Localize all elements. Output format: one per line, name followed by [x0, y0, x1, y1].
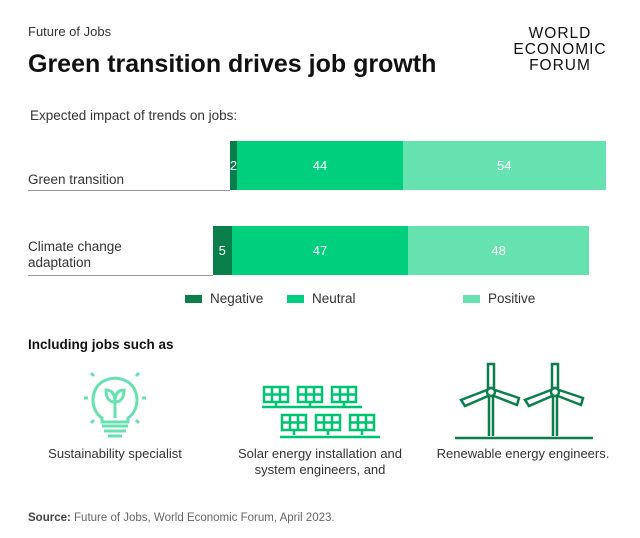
- baseline: [28, 190, 230, 191]
- category-label: Climate change adaptation: [28, 239, 122, 270]
- bar-segment-positive: 48: [408, 226, 589, 275]
- lightbulb-plant-icon: [84, 371, 146, 438]
- jobs-heading: Including jobs such as: [28, 337, 174, 352]
- legend-positive: Positive: [463, 291, 535, 306]
- data-label: 47: [312, 243, 328, 258]
- job-label: Solar energy installation and system eng…: [237, 446, 403, 477]
- wind-turbines-icon: [455, 362, 593, 440]
- solar-panels-icon: [262, 385, 380, 439]
- baseline: [28, 275, 213, 276]
- kicker: Future of Jobs: [28, 24, 112, 39]
- job-label: Renewable energy engineers.: [436, 446, 610, 461]
- bar-segment-positive: 54: [402, 141, 606, 190]
- legend-negative: Negative: [185, 291, 263, 306]
- legend-neutral: Neutral: [287, 291, 356, 306]
- bar-segment-neutral: 44: [237, 141, 403, 190]
- chart-subtitle: Expected impact of trends on jobs:: [30, 108, 238, 123]
- bar-segment-negative: 5: [212, 226, 232, 275]
- bar-segment-negative: 2: [229, 141, 238, 190]
- data-label: 54: [497, 158, 512, 173]
- source-text: Future of Jobs, World Economic Forum, Ap…: [70, 512, 335, 524]
- legend-swatch: [287, 294, 304, 303]
- data-label: 44: [312, 158, 328, 173]
- bar-segment-neutral: 47: [231, 226, 409, 275]
- source-label: Source:: [28, 512, 71, 524]
- wef-logo: WORLD ECONOMIC FORUM: [508, 26, 612, 74]
- legend-label: Neutral: [312, 291, 356, 306]
- data-label: 2: [229, 158, 238, 173]
- logo-line: FORUM: [529, 57, 591, 74]
- data-label: 5: [218, 243, 226, 258]
- data-label: 48: [491, 243, 506, 258]
- legend-label: Positive: [488, 291, 536, 306]
- legend-swatch: [463, 294, 480, 303]
- legend-label: Negative: [210, 291, 264, 306]
- legend-swatch: [185, 294, 202, 303]
- job-label: Sustainability specialist: [48, 446, 182, 461]
- page-title: Green transition drives job growth: [28, 50, 437, 78]
- logo-line: ECONOMIC: [513, 41, 607, 58]
- logo-line: WORLD: [528, 25, 592, 42]
- source-note: Source: Future of Jobs, World Economic F…: [28, 512, 335, 524]
- category-label: Green transition: [28, 172, 125, 187]
